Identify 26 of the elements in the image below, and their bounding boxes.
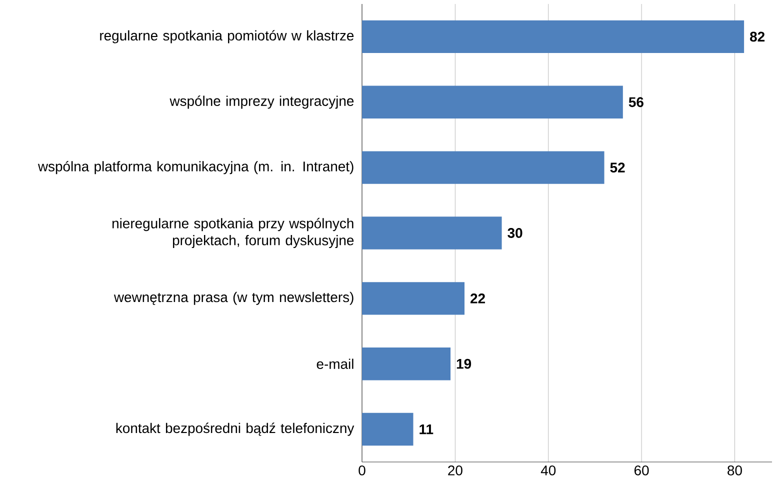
data-label: 30 bbox=[508, 228, 522, 238]
y-tick-label: wspólna platforma komunikacyjna (m. in. Intranet) bbox=[38, 160, 354, 174]
x-tick-label: 60 bbox=[634, 466, 649, 476]
data-label: 11 bbox=[420, 424, 434, 434]
data-label: 22 bbox=[470, 294, 485, 304]
y-tick-label: regularne spotkania pomiotów w klastrze bbox=[100, 30, 354, 44]
y-tick-label: kontakt bezpośredni bądź telefoniczny bbox=[116, 422, 354, 436]
bar bbox=[362, 151, 604, 184]
x-tick-label: 20 bbox=[448, 466, 462, 476]
data-label: 56 bbox=[628, 97, 644, 108]
bar bbox=[362, 20, 744, 54]
bar bbox=[362, 282, 465, 315]
y-tick-label: wewnętrzna prasa (w tym newsletters) bbox=[114, 292, 354, 305]
y-tick-label: e-mail bbox=[316, 358, 354, 369]
x-tick-label: 0 bbox=[358, 466, 366, 476]
y-tick-label: nieregularne spotkania przy wspólnych projektach, forum dyskusyjne bbox=[112, 218, 354, 248]
data-label: 52 bbox=[610, 162, 625, 173]
y-tick-label: wspólne imprezy integracyjne bbox=[170, 96, 354, 109]
bar bbox=[362, 216, 502, 250]
bar bbox=[362, 412, 414, 446]
data-label: 19 bbox=[456, 358, 472, 369]
x-tick-label: 80 bbox=[728, 466, 742, 476]
data-label: 82 bbox=[750, 32, 765, 42]
x-tick-label: 40 bbox=[540, 466, 556, 476]
bar bbox=[362, 347, 451, 380]
bar bbox=[362, 86, 623, 118]
